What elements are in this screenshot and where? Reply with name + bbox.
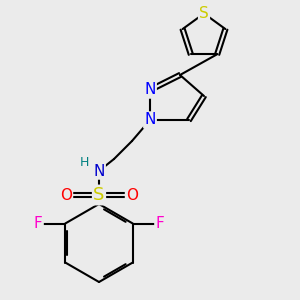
Text: H: H bbox=[79, 155, 89, 169]
Text: S: S bbox=[199, 6, 209, 21]
Text: O: O bbox=[126, 188, 138, 202]
Text: N: N bbox=[93, 164, 105, 178]
Text: O: O bbox=[60, 188, 72, 202]
Text: N: N bbox=[144, 112, 156, 128]
Text: F: F bbox=[155, 216, 164, 231]
Text: F: F bbox=[34, 216, 43, 231]
Text: S: S bbox=[93, 186, 105, 204]
Text: N: N bbox=[144, 82, 156, 98]
